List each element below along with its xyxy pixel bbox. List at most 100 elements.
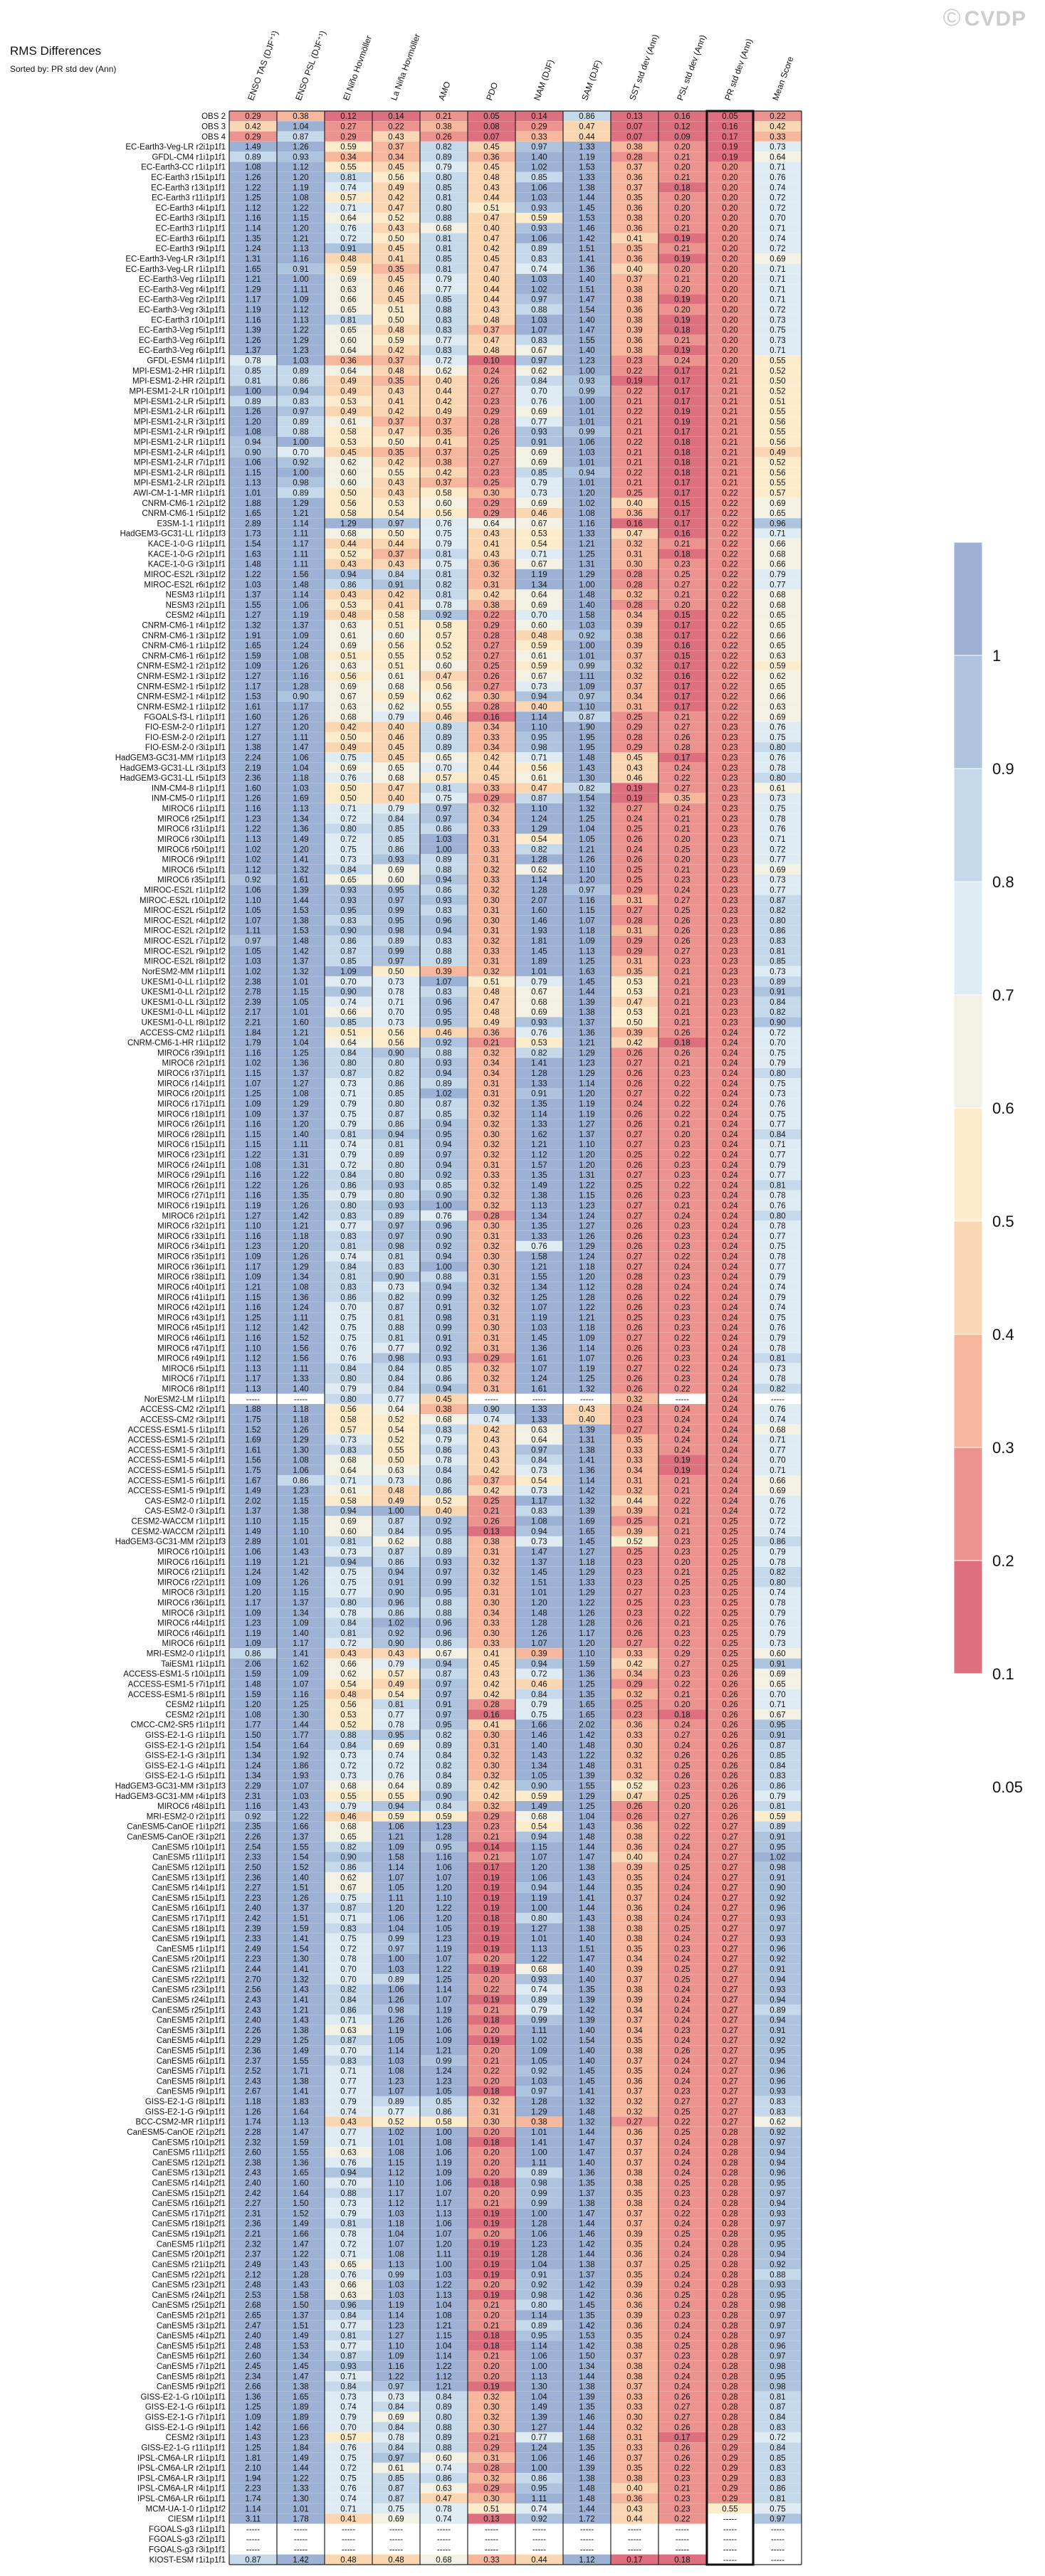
cell-value: 0.74 [770,184,786,192]
heatmap-cell [468,497,515,508]
heatmap-cell [754,691,802,702]
cell-value: 0.93 [579,377,594,386]
cell-value: 0.56 [531,764,547,773]
cell-value: 0.33 [483,1640,499,1648]
heatmap-cell [563,202,611,213]
heatmap-cell [563,610,611,621]
cell-value: 0.19 [626,784,642,793]
heatmap-cell [658,691,706,702]
cell-value: 0.80 [388,1100,404,1109]
cell-value: 1.54 [293,1945,309,1953]
heatmap-cell [277,365,325,376]
cell-value: 1.18 [579,1263,594,1272]
cell-value: 0.34 [340,153,357,162]
cell-value: 1.55 [531,1273,547,1282]
cell-value: 2.07 [531,897,547,905]
heatmap-cell [706,406,754,417]
cell-value: 1.01 [293,1008,308,1017]
cell-value: 0.80 [388,1192,404,1200]
cell-value: 1.09 [531,2047,547,2055]
cell-value: 0.07 [626,122,642,131]
cell-value: 0.28 [674,744,690,752]
cell-value: 0.19 [674,255,690,263]
cell-value: 1.03 [245,581,261,589]
row-label: UKESM1-0-LL r2i1p1f2 [142,988,226,997]
cell-value: 0.70 [531,387,547,396]
heatmap-cell [325,447,372,458]
cell-value: 0.25 [674,1925,690,1933]
heatmap-cell [325,752,372,763]
cell-value: 0.99 [436,1578,451,1587]
cell-value: 0.98 [293,479,308,487]
cell-value: 0.21 [722,459,737,468]
cell-value: 0.62 [531,866,547,875]
row-label: MPI-ESM1-2-LR r4i1p1f1 [134,448,226,457]
cell-value: 0.82 [770,907,785,915]
heatmap-cell [515,681,563,692]
cell-value: 0.33 [626,1446,642,1455]
cell-value: 0.23 [722,968,737,976]
heatmap-cell [372,467,420,478]
cell-value: 1.24 [245,1762,261,1770]
heatmap-cell [229,701,277,712]
cell-value: 0.71 [340,1090,356,1099]
cell-value: 0.85 [245,367,261,376]
heatmap-cell [611,365,658,376]
cell-value: 0.26 [674,917,690,925]
cell-value: 0.84 [388,815,404,823]
heatmap-cell [229,406,277,417]
heatmap-cell [754,620,802,630]
cell-value: 0.68 [436,1415,451,1424]
heatmap-cell [611,162,658,172]
cell-value: 0.77 [770,856,785,865]
cell-value: 0.93 [388,856,404,865]
heatmap-cell [468,386,515,396]
cell-value: 0.76 [531,398,547,406]
cell-value: 1.39 [579,998,594,1007]
cell-value: 0.33 [626,1731,642,1740]
heatmap-cell [754,253,802,264]
heatmap-cell [611,732,658,743]
heatmap-cell [658,406,706,417]
heatmap-cell [563,732,611,743]
cell-value: 1.05 [388,2037,404,2045]
cell-value: 0.90 [483,1405,499,1414]
cell-value: 0.49 [770,448,785,457]
cell-value: 1.24 [579,1212,595,1220]
row-label: MIROC6 r3i1p1f1 [162,1589,226,1598]
cell-value: 0.22 [722,703,737,712]
cell-value: 0.37 [626,1894,642,1903]
cell-value: 0.25 [626,1518,642,1526]
heatmap-cell [515,365,563,376]
row-label: UKESM1-0-LL r8i1p1f2 [142,1018,226,1027]
cell-value: 0.24 [722,1344,738,1353]
cell-value: 0.24 [722,1171,738,1180]
heatmap-cell [277,772,325,783]
cell-value: 0.77 [436,285,451,294]
cell-value: 1.01 [531,1935,547,1943]
cell-value: 1.06 [293,601,308,610]
row-label: FIO-ESM-2-0 r1i1p1f1 [145,724,226,732]
heatmap-cell [372,497,420,508]
cell-value: 0.22 [674,1640,690,1648]
heatmap-cell [611,396,658,406]
cell-value: 0.59 [340,265,356,274]
cell-value: 0.10 [483,357,499,366]
cell-value: 0.54 [388,1691,404,1699]
cell-value: 1.65 [245,642,261,650]
cell-value: 0.86 [579,112,594,121]
heatmap-cell [754,457,802,468]
cell-value: 0.32 [483,968,499,976]
row-label: CanESM5-CanOE r3i1p2f1 [127,1833,226,1842]
cell-value: 0.77 [531,418,547,426]
cell-value: 0.48 [388,327,404,335]
cell-value: 1.21 [531,1141,547,1149]
heatmap-cell [372,202,420,213]
cell-value: 0.88 [436,1609,451,1617]
cell-value: 0.50 [388,316,404,324]
cell-value: 0.27 [722,1854,737,1862]
cell-value: 1.25 [245,1090,261,1099]
cell-value: 0.51 [388,622,404,630]
heatmap-cell [229,273,277,285]
cell-value: 0.24 [674,1894,690,1903]
